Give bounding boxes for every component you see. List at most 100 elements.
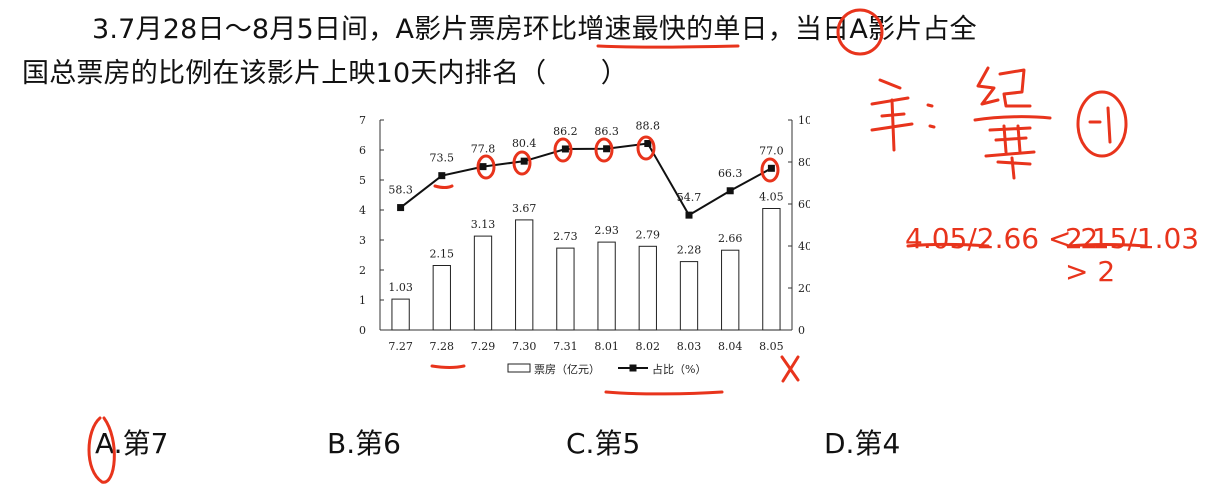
bar-data-label: 2.73 bbox=[553, 230, 578, 243]
note-ratio-1: 4.05/2.66 < 2 bbox=[905, 222, 1099, 255]
bar-data-label: 1.03 bbox=[388, 281, 413, 294]
left-axis-tick-label: 5 bbox=[359, 174, 366, 187]
right-axis-tick-label: 40 bbox=[798, 240, 810, 253]
bar-data-label: 2.93 bbox=[594, 224, 619, 237]
share-point bbox=[644, 140, 652, 148]
bar bbox=[679, 261, 699, 331]
left-axis-tick-label: 7 bbox=[359, 114, 366, 127]
handwriting-xin bbox=[870, 78, 914, 152]
bar bbox=[638, 245, 657, 331]
circle-778 bbox=[476, 154, 496, 180]
right-axis-tick-label: 80 bbox=[798, 156, 810, 169]
bar bbox=[473, 235, 493, 331]
right-axis-tick-label: 0 bbox=[798, 324, 805, 337]
share-point bbox=[479, 163, 487, 171]
legend-line-marker bbox=[629, 364, 637, 372]
fraction-bar-1 bbox=[906, 243, 990, 248]
bar bbox=[556, 247, 575, 331]
bar-data-label: 3.13 bbox=[471, 218, 496, 231]
x-tick-label: 8.04 bbox=[718, 340, 743, 353]
bar bbox=[515, 219, 534, 331]
legend-line-label: 占比（%） bbox=[652, 362, 706, 376]
handwriting-minus-one bbox=[1088, 106, 1112, 144]
bar bbox=[762, 208, 781, 331]
x-tick-label: 8.02 bbox=[636, 340, 661, 353]
bar-data-label: 2.15 bbox=[430, 248, 455, 261]
bar-data-label: 4.05 bbox=[759, 191, 784, 204]
share-data-label: 77.0 bbox=[759, 144, 784, 157]
bar bbox=[391, 298, 410, 331]
bar bbox=[721, 249, 740, 331]
share-data-label: 77.8 bbox=[471, 143, 496, 156]
left-axis-tick-label: 2 bbox=[359, 264, 366, 277]
x-tick-label: 8.03 bbox=[677, 340, 702, 353]
circle-770 bbox=[760, 157, 780, 183]
x-tick-label: 8.01 bbox=[594, 340, 619, 353]
circle-minus-one bbox=[1076, 90, 1128, 158]
share-point bbox=[603, 145, 611, 153]
right-axis-tick-label: 60 bbox=[798, 198, 810, 211]
circle-862 bbox=[553, 137, 573, 163]
left-axis-tick-label: 6 bbox=[359, 144, 366, 157]
question-text: 3.7月28日～8月5日间，A影片票房环比增速最快的单日，当日A影片占全 国总票… bbox=[22, 8, 1192, 96]
share-point bbox=[397, 204, 405, 212]
left-axis-tick-label: 3 bbox=[359, 234, 366, 247]
underline-735 bbox=[433, 184, 454, 189]
circle-888 bbox=[636, 135, 656, 161]
share-point bbox=[520, 157, 528, 165]
option-b[interactable]: B.第6 bbox=[327, 427, 401, 460]
left-axis-tick-label: 1 bbox=[359, 294, 366, 307]
legend-bar-swatch bbox=[507, 363, 531, 373]
share-data-label: 58.3 bbox=[388, 184, 413, 197]
handwriting-colon bbox=[926, 103, 936, 129]
x-tick-label: 7.30 bbox=[512, 340, 537, 353]
share-data-label: 66.3 bbox=[718, 167, 743, 180]
question-line-2: 国总票房的比例在该影片上映10天内排名（ ） bbox=[22, 58, 628, 89]
fraction-bar-2 bbox=[1066, 243, 1148, 248]
right-axis-tick-label: 20 bbox=[798, 282, 810, 295]
share-data-label: 80.4 bbox=[512, 137, 537, 150]
share-line bbox=[399, 142, 772, 217]
share-data-label: 86.2 bbox=[553, 125, 578, 138]
combo-chart: 0 1 2 3 4 5 6 7 0 20 40 60 80 100 1.03 2.15 3.13 3.67 2.73… bbox=[359, 114, 810, 376]
bar-data-label: 3.67 bbox=[512, 202, 537, 215]
bar-data-label: 2.79 bbox=[636, 228, 661, 241]
share-data-label: 54.7 bbox=[677, 191, 702, 204]
share-point bbox=[767, 164, 775, 172]
share-point bbox=[438, 172, 446, 180]
share-data-label: 86.3 bbox=[594, 125, 619, 138]
x-tick-label: 8.05 bbox=[759, 340, 784, 353]
x-tick-label: 7.31 bbox=[553, 340, 578, 353]
share-data-label: 88.8 bbox=[636, 120, 661, 133]
option-d[interactable]: D.第4 bbox=[824, 427, 901, 460]
left-axis-tick-label: 0 bbox=[359, 324, 366, 337]
question-line-1: 3.7月28日～8月5日间，A影片票房环比增速最快的单日，当日A影片占全 bbox=[92, 14, 977, 45]
handwriting-bar bbox=[973, 115, 1052, 122]
share-point bbox=[685, 211, 693, 219]
mark-x-805 bbox=[780, 355, 800, 383]
underline-huanbi bbox=[596, 44, 740, 49]
underline-728 bbox=[430, 364, 466, 369]
share-point bbox=[561, 145, 569, 153]
bar-data-label: 2.28 bbox=[677, 244, 702, 257]
share-data-label: 73.5 bbox=[430, 152, 455, 165]
x-tick-label: 7.29 bbox=[471, 340, 496, 353]
option-c[interactable]: C.第5 bbox=[566, 427, 641, 460]
option-a[interactable]: A.第7 bbox=[95, 427, 169, 460]
x-tick-label: 7.27 bbox=[388, 340, 413, 353]
underline-legend bbox=[604, 390, 724, 396]
note-ratio-2: 2.15/1.03 > 2 bbox=[1065, 222, 1200, 288]
circle-option-a bbox=[87, 416, 116, 484]
circle-863 bbox=[594, 137, 614, 163]
legend-bar-label: 票房（亿元） bbox=[534, 363, 600, 376]
circle-dan bbox=[836, 8, 884, 56]
bar bbox=[432, 265, 451, 331]
left-axis-tick-label: 4 bbox=[359, 204, 366, 217]
handwriting-jue bbox=[976, 66, 1032, 108]
x-tick-label: 7.28 bbox=[430, 340, 455, 353]
circle-804 bbox=[512, 150, 532, 176]
bar bbox=[597, 241, 616, 331]
bar-data-label: 2.66 bbox=[718, 232, 743, 245]
share-point bbox=[726, 187, 734, 195]
